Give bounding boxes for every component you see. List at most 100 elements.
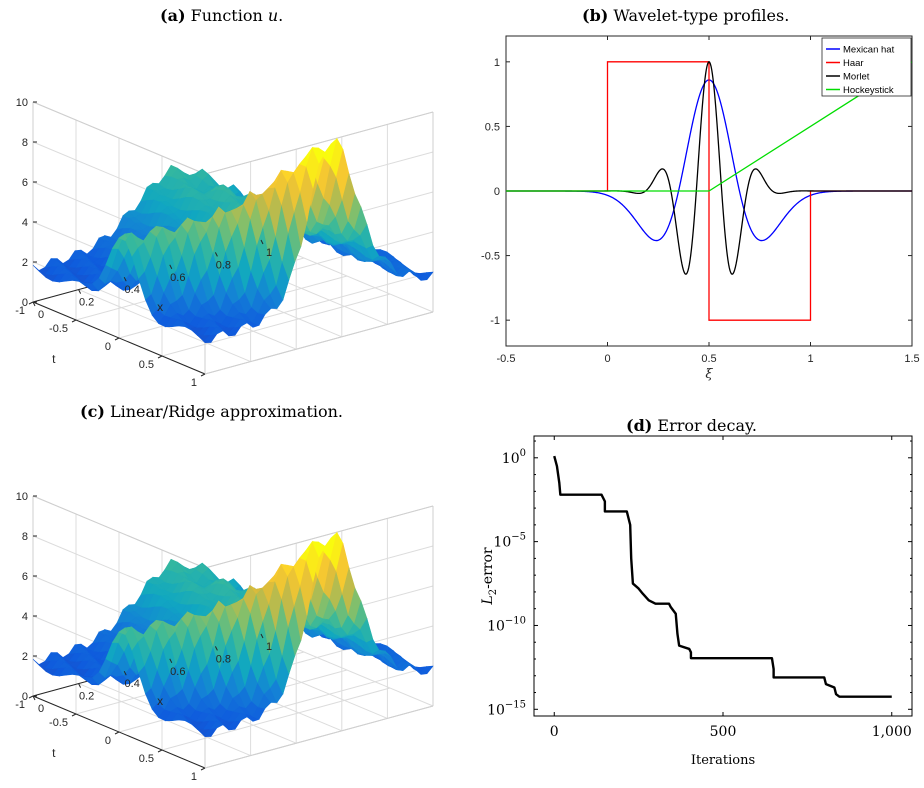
surface-c-z-tick-label: 6	[22, 571, 28, 583]
surface-c-surface-patch	[419, 665, 434, 675]
plot-b-x-tick-label: -0.5	[497, 353, 516, 365]
plot-d-y-tick-base: 10	[493, 535, 511, 551]
surface-a-z-tick-label: 8	[22, 137, 28, 149]
surface-a-t-tick	[157, 355, 163, 359]
plot-b-y-tick-label: -0.5	[481, 251, 500, 263]
plot-b-legend-label: Mexican hat	[843, 45, 895, 56]
surface-c-t-tick-label: 0.5	[139, 753, 154, 765]
plot-d-y-tick-exponent: −10	[505, 615, 526, 626]
surface-a-x-tick	[260, 239, 264, 245]
surface-c-box-edge	[32, 495, 206, 569]
plot-d-y-axis-label-sub: 2	[488, 589, 499, 595]
surface-a-surface	[32, 137, 434, 344]
surface-c-z-tick-label: 4	[22, 611, 28, 623]
surface-c-x-tick-label: 0.4	[125, 678, 140, 690]
surface-a-z-tick-label: 0	[22, 297, 28, 309]
surface-c-t-tick	[114, 731, 120, 735]
surface-a-x-tick-label: 0.6	[170, 272, 185, 284]
plot-d-y-tick-label: 10−10	[487, 615, 526, 634]
plot-b-y-tick-label: 1	[494, 57, 500, 69]
plot-d-y-tick-label: 10−5	[493, 532, 526, 551]
plot-b-x-tick-label: 1	[807, 353, 813, 365]
caption-a-var: u	[267, 6, 279, 25]
surface-c-t-tick	[200, 767, 206, 771]
surface-c-x-tick	[78, 683, 82, 688]
surface-a-x-tick	[32, 301, 36, 307]
plot-b-x-tick-label: 0.5	[701, 353, 716, 365]
surface-a-t-tick-label: -1	[15, 305, 25, 317]
caption-c-label: (c)	[80, 402, 105, 421]
surface-a-x-tick	[123, 276, 127, 282]
plot-d-y-tick-exponent: 0	[520, 448, 526, 459]
surface-c-x-axis-label: x	[157, 694, 163, 708]
caption-c-text: Linear/Ridge approximation.	[109, 402, 344, 421]
surface-c-t-tick-label: 1	[191, 771, 197, 783]
surface-c-box-edge	[204, 705, 434, 769]
plot-b-series-line	[506, 61, 912, 192]
surface-plot-c: 0 2 4 6 8 10 0 0.2 0.4 0.6 0.8 1 -1 -0.5 0 0.5 1 x t	[15, 491, 434, 783]
plot-d-y-tick-label: 10−15	[487, 699, 526, 718]
surface-c-t-tick	[28, 695, 34, 699]
surface-a-t-tick-label: 1	[191, 377, 197, 389]
surface-c-z-tick-label: 8	[22, 531, 28, 543]
caption-a-end: .	[278, 6, 284, 25]
surface-a-t-tick	[71, 319, 77, 323]
caption-d: (d) Error decay.	[626, 416, 757, 435]
plot-d-frame	[533, 435, 913, 717]
surface-plot-a: 0 2 4 6 8 10 0 0.2 0.4 0.6 0.8 1 -1 -0.5 0 0.5 1 x t	[15, 97, 434, 389]
plot-d-y-axis-label: L2-error	[480, 547, 499, 606]
plot-b-y-tick-label: -1	[490, 315, 500, 327]
surface-c-t-tick	[71, 713, 77, 717]
caption-d-label: (d)	[626, 416, 653, 435]
plot-d-y-tick-base: 10	[487, 702, 505, 718]
surface-a-x-tick-label: 0	[38, 309, 44, 321]
plot-d-y-tick-base: 10	[487, 618, 505, 634]
surface-c-grid-t-floor	[161, 687, 391, 751]
surface-a-x-tick-label: 0.8	[216, 259, 231, 271]
caption-b: (b) Wavelet-type profiles.	[582, 6, 789, 25]
plot-b-y-tick-label: 0.5	[485, 121, 500, 133]
plot-b-x-tick-label: 1.5	[904, 353, 919, 365]
plot-d-x-tick-label: 500	[710, 724, 737, 740]
caption-a-text: Function	[190, 6, 268, 25]
surface-c-x-tick-label: 0	[38, 703, 44, 715]
surface-a-x-tick-label: 1	[266, 247, 272, 259]
surface-c-surface	[32, 531, 434, 738]
caption-c: (c) Linear/Ridge approximation.	[80, 402, 343, 421]
plot-d-y-tick-exponent: −5	[511, 532, 526, 543]
caption-d-text: Error decay.	[657, 416, 757, 435]
surface-a-grid-t-floor	[161, 293, 391, 357]
plot-d-x-tick-label: 0	[550, 724, 559, 740]
plot-b-legend-label: Morlet	[843, 72, 870, 83]
line-chart-d: 0 500 1,00010010−510−1010−15IterationsL2-e…	[480, 435, 913, 768]
plot-d-y-axis-label-main: L	[480, 595, 496, 605]
surface-a-x-axis-label: x	[157, 300, 163, 314]
surface-a-t-tick	[114, 337, 120, 341]
surface-a-x-tick	[78, 289, 82, 294]
surface-c-t-tick-label: -1	[15, 699, 25, 711]
plot-b-y-tick-label: 0	[494, 186, 500, 198]
surface-a-t-axis-label: t	[52, 352, 56, 366]
surface-a-z-tick-label: 10	[16, 97, 28, 109]
surface-c-x-tick	[32, 695, 36, 701]
line-chart-b: -0.5 0 0.5 1 1.5 -1 -0.5 0 0.5 1 ξ Mexican hat Haar M…	[481, 35, 920, 382]
surface-c-x-tick	[123, 670, 127, 676]
surface-c-z-tick-label: 0	[22, 691, 28, 703]
plot-d-y-tick-label: 100	[502, 448, 526, 467]
surface-c-z-tick-label: 10	[16, 491, 28, 503]
surface-a-x-tick-label: 0.4	[125, 284, 140, 296]
plot-b-x-tick-label: 0	[604, 353, 610, 365]
surface-c-x-tick	[214, 646, 218, 651]
surface-a-t-tick	[28, 301, 34, 305]
plot-d-y-tick-base: 10	[502, 451, 520, 467]
surface-c-x-tick-label: 1	[266, 641, 272, 653]
plot-d-x-axis-label: Iterations	[691, 753, 755, 768]
caption-a-label: (a)	[160, 6, 186, 25]
surface-c-t-tick-label: -0.5	[49, 717, 68, 729]
surface-a-z-tick-label: 6	[22, 177, 28, 189]
surface-a-x-tick	[214, 252, 218, 257]
surface-a-x-tick-label: 0.2	[79, 297, 94, 309]
plot-d-y-axis-label-rest: -error	[480, 547, 496, 589]
caption-a: (a) Function u.	[160, 6, 283, 25]
surface-c-x-tick-label: 0.8	[216, 653, 231, 665]
